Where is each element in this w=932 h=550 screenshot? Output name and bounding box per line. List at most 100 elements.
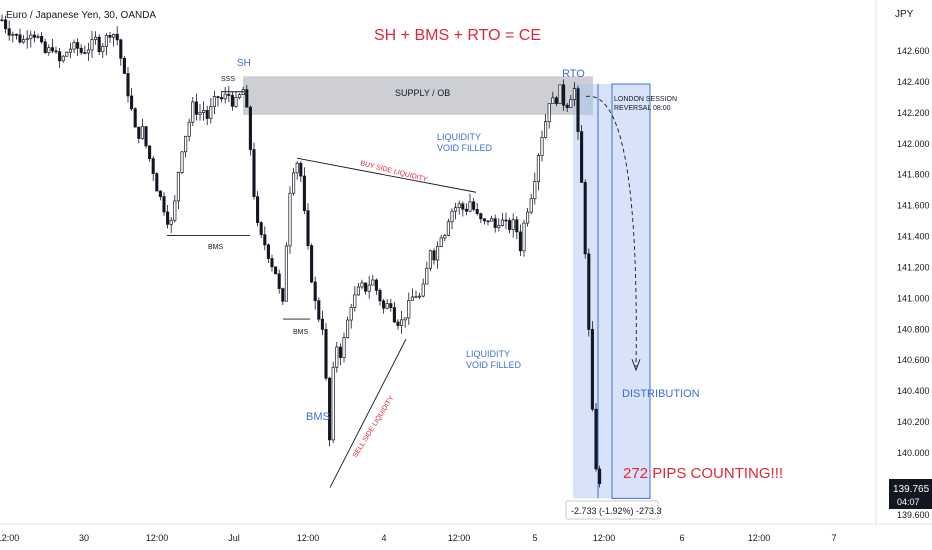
london-reversal-label: REVERSAL 08:00 (614, 105, 671, 112)
time-tick-4: 12:00 (297, 533, 320, 543)
candle-body-123 (443, 234, 447, 239)
candle-body-80 (288, 192, 292, 247)
candle-body-162 (583, 182, 587, 255)
candle-body-19 (68, 48, 72, 53)
candle-body-56 (202, 110, 206, 113)
candle-body-63 (227, 93, 231, 96)
liquidity-void-2b: VOID FILLED (466, 360, 522, 370)
london-session-label: LONDON SESSION (614, 96, 677, 103)
candle-body-31 (112, 34, 116, 38)
candle-body-95 (342, 337, 346, 358)
candle-body-18 (65, 51, 69, 57)
candle-body-146 (526, 211, 530, 224)
candle-body-143 (515, 219, 519, 233)
price-tick-3: 142.000 (897, 139, 930, 149)
sh-label: SH (237, 58, 251, 69)
candle-body-45 (162, 196, 166, 213)
candle-body-116 (418, 295, 422, 298)
last-price: 139.765 (893, 484, 930, 495)
candle-body-132 (475, 208, 479, 214)
buy-side-trendline (296, 157, 477, 193)
candle-body-21 (76, 42, 80, 49)
candle-body-124 (446, 221, 450, 236)
candle-body-113 (407, 300, 411, 319)
candle-body-0 (0, 19, 4, 22)
candle-body-62 (223, 93, 227, 100)
candle-body-126 (454, 207, 458, 212)
candle-body-17 (61, 55, 65, 62)
measure-label: -2.733 (-1.92%) -273.3 (571, 506, 662, 516)
candle-body-36 (130, 95, 134, 110)
candle-body-151 (544, 121, 548, 138)
bms-label-1: BMS (208, 244, 224, 251)
distribution-label: DISTRIBUTION (622, 388, 700, 400)
time-tick-11: 7 (831, 533, 836, 543)
candle-body-88 (317, 300, 321, 320)
candle-body-30 (108, 35, 112, 38)
candle-body-97 (349, 307, 353, 321)
candle-body-156 (562, 84, 566, 106)
candle-body-110 (396, 321, 400, 326)
price-tick-13: 140.000 (897, 448, 930, 458)
time-tick-7: 5 (532, 533, 537, 543)
candle-body-50 (180, 151, 184, 173)
candle-body-142 (511, 219, 515, 230)
candle-body-1 (4, 19, 8, 30)
candle-body-120 (432, 250, 436, 261)
candle-body-28 (101, 46, 105, 53)
candle-body-74 (266, 244, 270, 259)
candle-body-157 (565, 104, 569, 108)
candle-body-91 (328, 377, 332, 441)
candle-body-51 (184, 135, 188, 153)
candle-body-65 (234, 97, 238, 107)
candle-body-42 (151, 158, 155, 174)
candle-body-128 (461, 203, 465, 210)
candle-body-105 (378, 290, 382, 302)
candle-body-76 (274, 266, 278, 275)
candle-body-138 (497, 225, 501, 228)
price-axis-ticks: 142.600 142.400 142.200 142.000 141.800 141.6… (897, 46, 930, 520)
candle-body-70 (252, 149, 256, 197)
time-tick-5: 4 (381, 533, 386, 543)
candle-body-148 (533, 181, 537, 200)
price-tick-15: 139.600 (897, 510, 930, 520)
candle-body-77 (277, 273, 281, 289)
candle-body-16 (58, 51, 62, 62)
candle-body-47 (169, 219, 173, 225)
candle-body-53 (191, 101, 195, 123)
candle-body-160 (576, 88, 580, 132)
candle-body-8 (29, 34, 33, 40)
time-axis-ticks: 12:00 30 12:00 Jul 12:00 4 12:00 5 12:00 6 12:00 7 (0, 533, 837, 543)
candle-body-94 (338, 346, 342, 358)
time-tick-1: 30 (79, 533, 89, 543)
candle-body-6 (22, 39, 26, 43)
candle-body-32 (115, 34, 119, 41)
candle-body-34 (122, 57, 126, 74)
candle-body-130 (468, 201, 472, 212)
candle-body-54 (194, 101, 198, 115)
candle-body-73 (263, 234, 267, 246)
candle-body-78 (281, 288, 285, 302)
candle-body-69 (248, 106, 252, 150)
candle-body-85 (306, 210, 310, 246)
supply-label: SUPPLY / OB (395, 88, 450, 98)
price-tick-9: 140.800 (897, 324, 930, 334)
candle-body-44 (158, 190, 162, 197)
candle-body-86 (310, 245, 314, 283)
candle-body-109 (392, 307, 396, 323)
candle-body-141 (508, 220, 512, 230)
candle-body-131 (472, 201, 476, 210)
price-tick-7: 141.200 (897, 262, 930, 272)
candle-body-2 (7, 28, 11, 36)
candle-body-87 (313, 281, 317, 302)
symbol-title[interactable]: Euro / Japanese Yen, 30, OANDA (6, 10, 156, 21)
candle-body-46 (166, 211, 170, 225)
candle-body-115 (414, 296, 418, 298)
supply-ob-zone (243, 76, 593, 115)
candle-body-129 (464, 208, 468, 212)
candle-body-136 (490, 218, 494, 222)
candle-body-14 (50, 47, 54, 52)
candle-body-5 (18, 34, 22, 43)
price-tick-12: 140.200 (897, 417, 930, 427)
